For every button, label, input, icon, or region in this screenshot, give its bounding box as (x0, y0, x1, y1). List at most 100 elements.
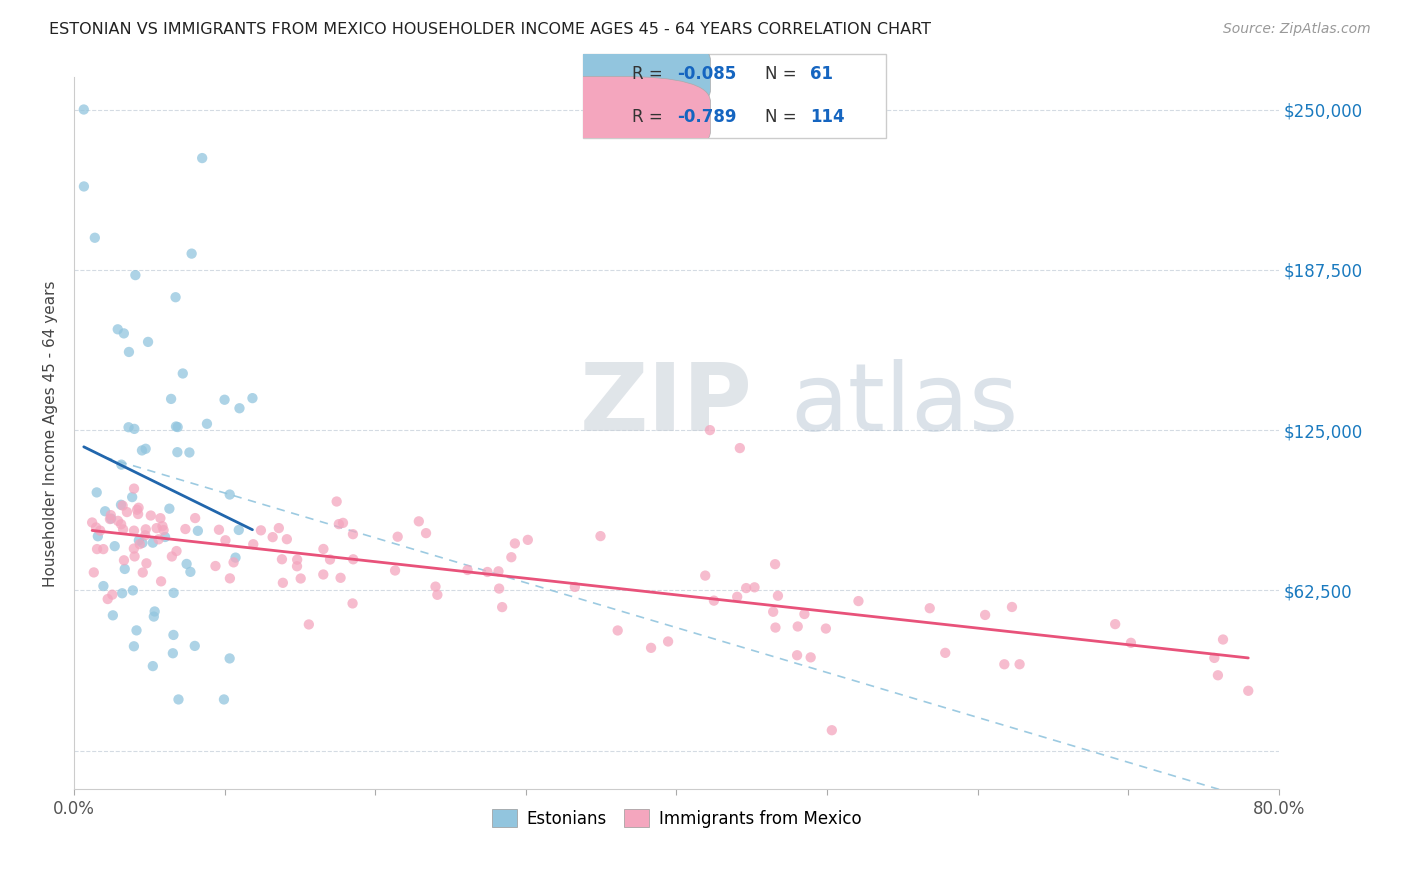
Point (110, 458, 132, 472)
Point (84, 520, 107, 534)
Point (491, 600, 513, 615)
Point (228, 523, 250, 537)
Point (87, 529, 110, 543)
Point (111, 586, 134, 600)
Point (271, 552, 294, 566)
FancyBboxPatch shape (499, 35, 710, 115)
Point (101, 608, 124, 623)
Point (657, 634, 679, 648)
Point (993, 657, 1015, 672)
Point (222, 555, 245, 569)
Point (110, 498, 132, 512)
Point (408, 514, 430, 528)
Point (703, 593, 725, 607)
Point (115, 505, 138, 519)
Text: -0.085: -0.085 (678, 65, 737, 83)
Point (73, 103, 96, 117)
Text: 61: 61 (810, 65, 834, 83)
Point (735, 581, 758, 595)
Point (1001, 599, 1024, 614)
Point (765, 621, 787, 635)
Point (117, 420, 139, 434)
Point (187, 524, 209, 538)
Point (160, 392, 183, 406)
Point (271, 575, 294, 590)
Point (606, 624, 628, 638)
Point (744, 580, 766, 594)
Point (228, 401, 250, 416)
Point (174, 522, 197, 536)
Point (100, 511, 122, 525)
Point (112, 553, 135, 567)
Point (172, 367, 194, 381)
Point (111, 499, 134, 513)
Point (134, 528, 156, 542)
Point (98, 512, 121, 526)
Point (139, 508, 162, 523)
Point (250, 524, 273, 538)
Point (974, 607, 997, 622)
Point (204, 559, 226, 574)
Point (165, 290, 187, 304)
Text: ESTONIAN VS IMMIGRANTS FROM MEXICO HOUSEHOLDER INCOME AGES 45 - 64 YEARS CORRELA: ESTONIAN VS IMMIGRANTS FROM MEXICO HOUSE… (49, 22, 931, 37)
Point (276, 532, 298, 546)
Point (225, 550, 247, 565)
Point (1204, 651, 1226, 665)
Point (157, 501, 180, 516)
Text: atlas: atlas (790, 359, 1019, 450)
Point (93, 579, 115, 593)
Point (728, 441, 751, 455)
Point (516, 533, 538, 547)
Point (501, 550, 523, 565)
FancyBboxPatch shape (499, 77, 710, 157)
Point (457, 563, 479, 577)
Point (135, 557, 157, 571)
Point (180, 246, 202, 260)
Point (848, 594, 870, 608)
Point (142, 609, 165, 624)
Point (564, 580, 586, 594)
Point (179, 565, 201, 579)
Point (191, 151, 214, 165)
Point (107, 514, 129, 528)
Point (1212, 632, 1234, 647)
Point (153, 530, 176, 544)
Point (166, 445, 188, 459)
Text: Source: ZipAtlas.com: Source: ZipAtlas.com (1223, 22, 1371, 37)
Point (290, 572, 312, 586)
Point (143, 604, 166, 618)
Point (165, 419, 187, 434)
Text: R =: R = (631, 108, 668, 126)
Point (267, 521, 290, 535)
Point (162, 646, 184, 660)
Point (82, 516, 104, 530)
Point (766, 589, 789, 603)
Point (124, 422, 146, 436)
Point (184, 511, 207, 525)
Point (149, 511, 172, 525)
Point (122, 524, 145, 538)
Point (425, 580, 447, 594)
Point (285, 552, 308, 566)
Point (800, 650, 823, 665)
Point (262, 530, 284, 544)
Point (793, 607, 815, 621)
Point (488, 564, 510, 578)
Point (128, 500, 150, 515)
Point (125, 624, 148, 638)
Point (89, 524, 111, 538)
Point (218, 487, 240, 501)
Point (152, 523, 174, 537)
Point (107, 322, 129, 336)
Point (118, 345, 141, 359)
Point (477, 565, 499, 579)
Point (83, 566, 105, 580)
Point (208, 523, 231, 537)
Point (101, 588, 124, 602)
Point (122, 541, 145, 556)
Point (83, 231, 105, 245)
Point (112, 523, 135, 537)
Point (763, 557, 786, 571)
Point (319, 552, 342, 566)
Point (195, 417, 218, 431)
